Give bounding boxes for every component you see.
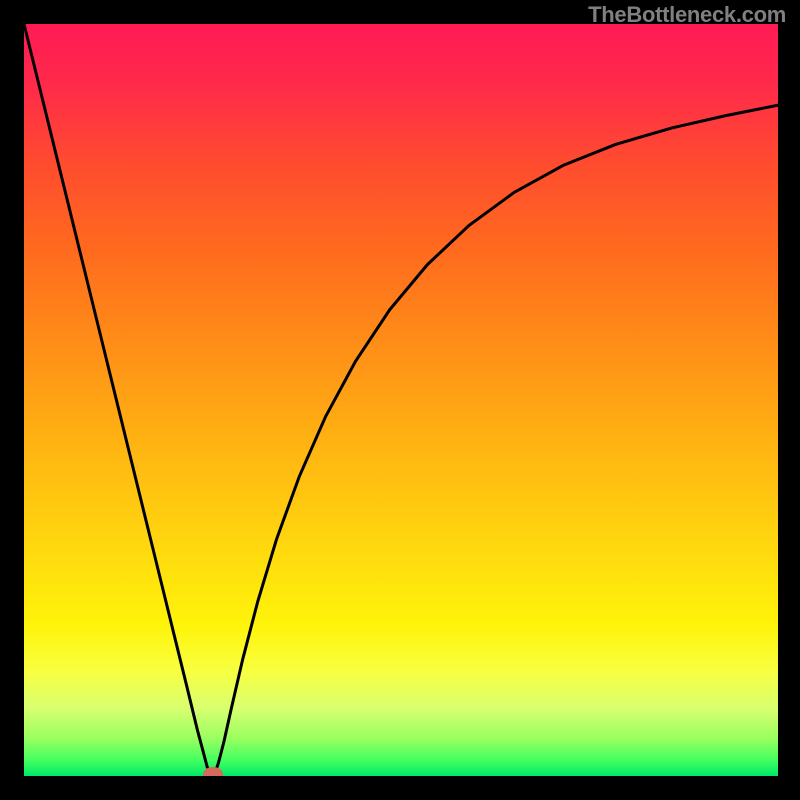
chart-frame: TheBottleneck.com bbox=[0, 0, 800, 800]
optimal-point-marker bbox=[203, 767, 223, 776]
bottleneck-curve bbox=[24, 24, 778, 776]
watermark-text: TheBottleneck.com bbox=[588, 2, 786, 28]
plot-area bbox=[24, 24, 778, 776]
